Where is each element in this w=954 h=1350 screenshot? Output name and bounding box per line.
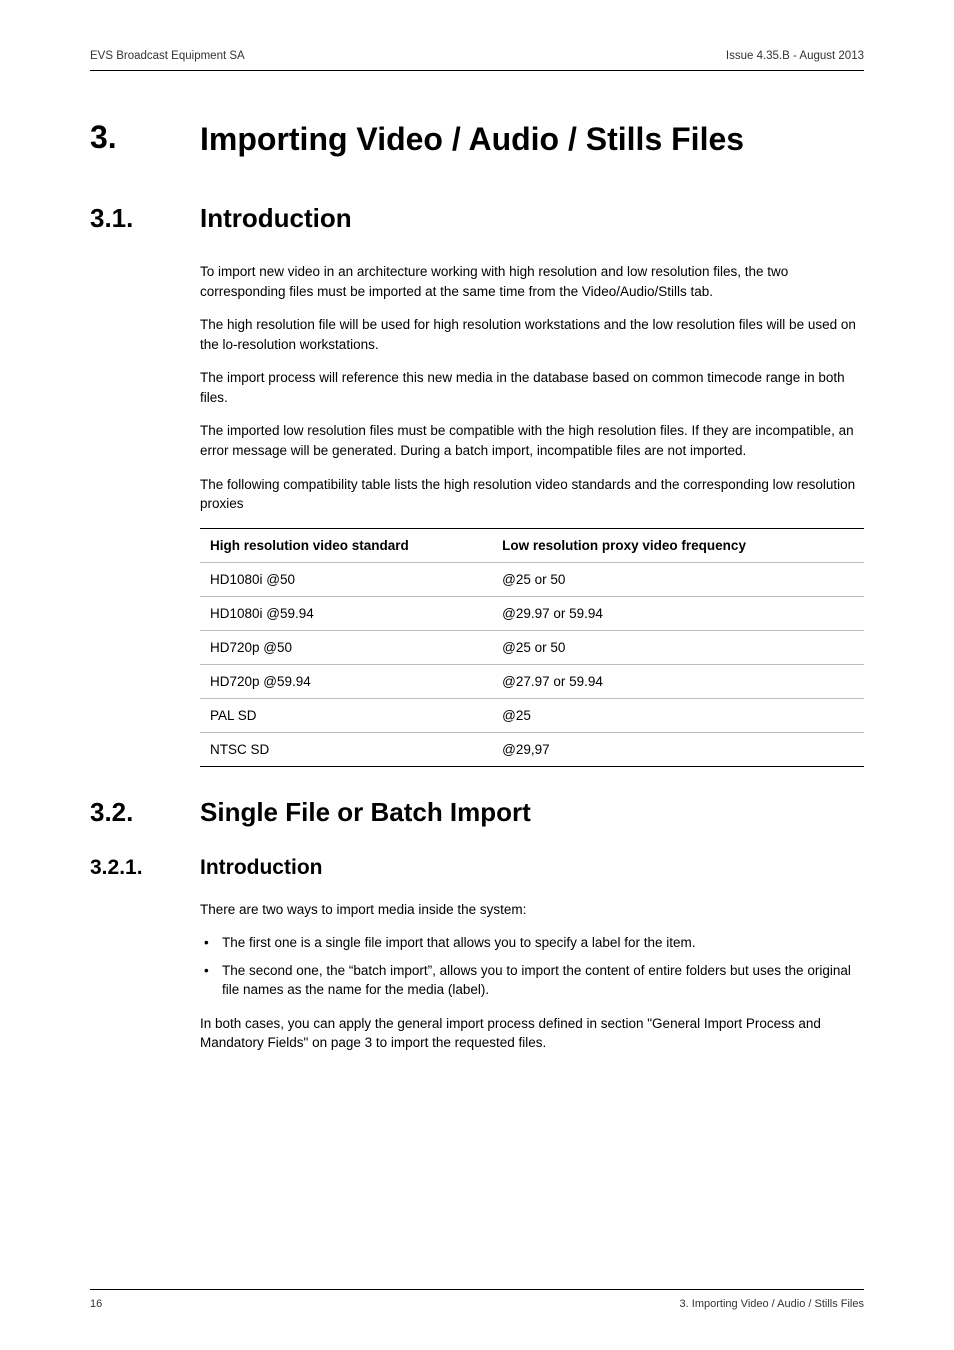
compatibility-table: High resolution video standard Low resol… — [200, 528, 864, 767]
paragraph: The high resolution file will be used fo… — [200, 315, 864, 354]
subsection-number: 3.2.1. — [90, 856, 200, 880]
footer-page-number: 16 — [90, 1298, 102, 1310]
section-number: 3.1. — [90, 203, 200, 234]
table-row: NTSC SD @29,97 — [200, 732, 864, 766]
table-cell: @25 or 50 — [492, 562, 864, 596]
table-cell: @29.97 or 59.94 — [492, 596, 864, 630]
bullet-list: The first one is a single file import th… — [200, 933, 864, 1000]
table-cell: HD720p @59.94 — [200, 664, 492, 698]
section-title: Single File or Batch Import — [200, 797, 531, 828]
paragraph: There are two ways to import media insid… — [200, 900, 864, 920]
footer-chapter-ref: 3. Importing Video / Audio / Stills File… — [680, 1298, 864, 1310]
table-cell: HD1080i @59.94 — [200, 596, 492, 630]
list-item: The first one is a single file import th… — [200, 933, 864, 953]
section-3-2-1-body: There are two ways to import media insid… — [200, 900, 864, 1053]
section-heading-3-1: 3.1. Introduction — [90, 203, 864, 234]
section-number: 3.2. — [90, 797, 200, 828]
table-cell: @25 or 50 — [492, 630, 864, 664]
chapter-heading: 3. Importing Video / Audio / Stills File… — [90, 119, 864, 159]
chapter-number: 3. — [90, 119, 200, 156]
header-left: EVS Broadcast Equipment SA — [90, 50, 245, 62]
paragraph: The following compatibility table lists … — [200, 475, 864, 514]
paragraph: To import new video in an architecture w… — [200, 262, 864, 301]
table-cell: @25 — [492, 698, 864, 732]
subsection-title: Introduction — [200, 856, 322, 880]
page-header: EVS Broadcast Equipment SA Issue 4.35.B … — [90, 50, 864, 71]
table-cell: NTSC SD — [200, 732, 492, 766]
paragraph: The imported low resolution files must b… — [200, 421, 864, 460]
section-heading-3-2: 3.2. Single File or Batch Import — [90, 797, 864, 828]
table-cell: HD1080i @50 — [200, 562, 492, 596]
table-row: HD720p @59.94 @27.97 or 59.94 — [200, 664, 864, 698]
table-header-cell: Low resolution proxy video frequency — [492, 528, 864, 562]
table-header-cell: High resolution video standard — [200, 528, 492, 562]
page-footer: 16 3. Importing Video / Audio / Stills F… — [90, 1289, 864, 1310]
table-header-row: High resolution video standard Low resol… — [200, 528, 864, 562]
subsection-heading-3-2-1: 3.2.1. Introduction — [90, 856, 864, 880]
table-row: HD720p @50 @25 or 50 — [200, 630, 864, 664]
table-cell: @29,97 — [492, 732, 864, 766]
table-cell: HD720p @50 — [200, 630, 492, 664]
paragraph: The import process will reference this n… — [200, 368, 864, 407]
paragraph: In both cases, you can apply the general… — [200, 1014, 864, 1053]
header-right: Issue 4.35.B - August 2013 — [726, 50, 864, 62]
table-row: HD1080i @50 @25 or 50 — [200, 562, 864, 596]
section-3-1-body: To import new video in an architecture w… — [200, 262, 864, 767]
section-title: Introduction — [200, 203, 352, 234]
chapter-title: Importing Video / Audio / Stills Files — [200, 119, 744, 159]
table-cell: @27.97 or 59.94 — [492, 664, 864, 698]
table-row: PAL SD @25 — [200, 698, 864, 732]
table-cell: PAL SD — [200, 698, 492, 732]
list-item: The second one, the “batch import”, allo… — [200, 961, 864, 1000]
table-row: HD1080i @59.94 @29.97 or 59.94 — [200, 596, 864, 630]
